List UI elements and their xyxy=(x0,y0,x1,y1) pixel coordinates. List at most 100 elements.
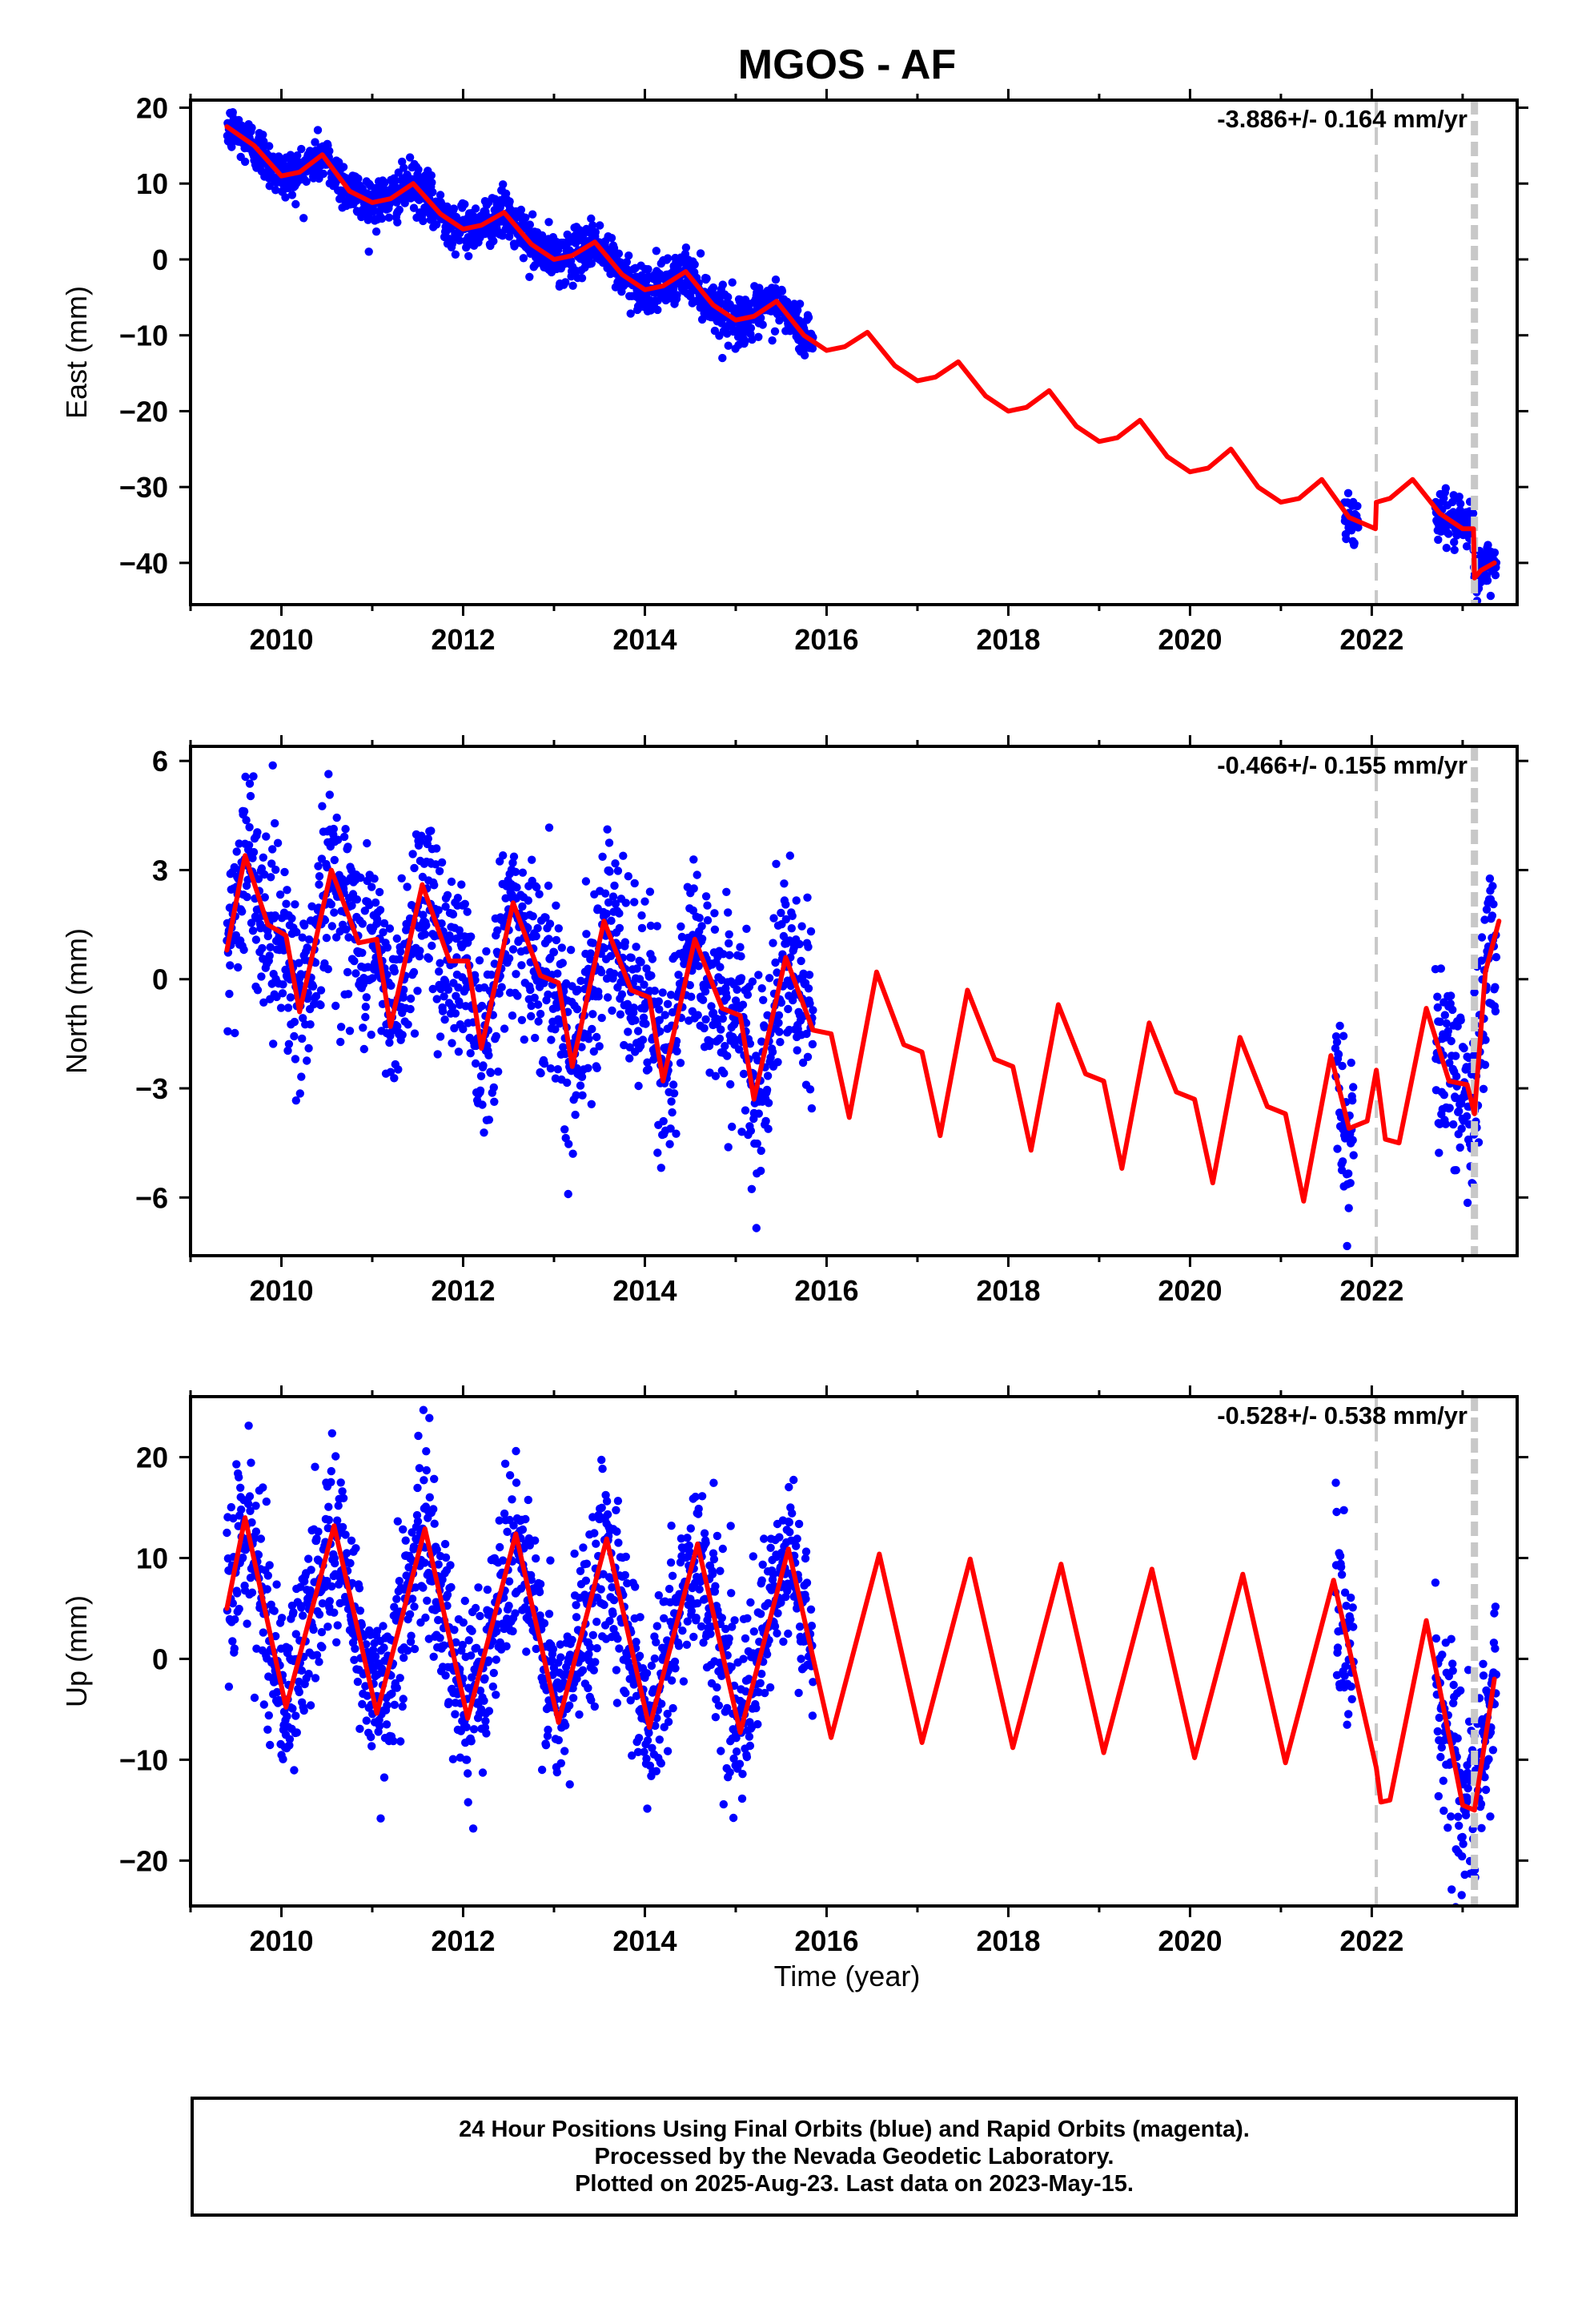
data-point xyxy=(537,1765,547,1775)
data-point xyxy=(469,1725,479,1734)
data-point xyxy=(588,1630,597,1640)
data-point xyxy=(297,144,306,154)
data-point xyxy=(327,1429,336,1438)
data-point xyxy=(769,914,778,923)
data-point xyxy=(709,1478,718,1487)
data-point xyxy=(657,1699,666,1708)
chart-title: MGOS - AF xyxy=(738,42,957,88)
data-point xyxy=(1343,1241,1351,1251)
data-point xyxy=(504,954,514,963)
data-point xyxy=(262,832,271,841)
data-point xyxy=(281,193,290,202)
data-point xyxy=(795,300,805,308)
data-point xyxy=(379,1643,388,1652)
data-point xyxy=(359,1044,368,1054)
data-point xyxy=(757,1146,765,1156)
data-point xyxy=(254,875,263,883)
data-point xyxy=(441,1553,451,1562)
data-point xyxy=(781,900,790,909)
data-point xyxy=(303,943,311,952)
data-point xyxy=(1491,983,1500,991)
data-point xyxy=(422,921,431,930)
data-point xyxy=(603,993,612,1002)
data-point xyxy=(764,1598,773,1608)
data-point xyxy=(292,1728,301,1737)
y-tick-label: 0 xyxy=(152,243,168,276)
data-point xyxy=(753,1055,762,1065)
data-point xyxy=(721,1624,730,1634)
data-point xyxy=(380,178,389,187)
data-point xyxy=(259,131,267,139)
x-tick-label: 2022 xyxy=(1339,1274,1403,1307)
data-point xyxy=(658,988,667,997)
data-point xyxy=(653,305,662,315)
data-point xyxy=(554,924,563,933)
data-point xyxy=(325,790,334,799)
data-point xyxy=(566,946,576,955)
data-point xyxy=(785,1518,793,1527)
data-point xyxy=(410,863,419,873)
data-point xyxy=(701,892,711,901)
data-point xyxy=(715,1034,725,1043)
data-point xyxy=(268,845,277,854)
data-point xyxy=(642,1669,652,1678)
data-point xyxy=(235,1604,243,1614)
data-point xyxy=(663,1636,672,1645)
data-point xyxy=(803,893,812,903)
data-point xyxy=(719,1799,728,1809)
data-point xyxy=(801,1547,811,1556)
data-point xyxy=(369,1646,378,1655)
data-point xyxy=(724,1143,733,1152)
data-point xyxy=(1343,1720,1351,1729)
data-point xyxy=(323,1622,332,1631)
data-point xyxy=(1343,489,1353,497)
data-point xyxy=(395,205,404,215)
data-point xyxy=(314,862,323,870)
data-point xyxy=(489,1668,498,1678)
data-point xyxy=(768,336,777,345)
data-point xyxy=(412,1510,422,1520)
data-point xyxy=(279,980,287,989)
data-point xyxy=(334,1502,343,1510)
data-point xyxy=(1490,548,1500,557)
data-point xyxy=(304,935,314,944)
data-point xyxy=(271,818,279,828)
data-point xyxy=(323,1577,331,1586)
data-point xyxy=(654,997,663,1006)
data-point xyxy=(588,221,597,230)
data-point xyxy=(480,1674,489,1683)
data-point xyxy=(802,1029,811,1039)
data-point xyxy=(597,1013,606,1023)
data-point xyxy=(509,1521,518,1530)
data-point xyxy=(601,1490,610,1500)
data-point xyxy=(1433,992,1442,1001)
data-point xyxy=(307,902,316,911)
data-point xyxy=(571,1110,580,1120)
data-point xyxy=(556,1640,564,1649)
data-point xyxy=(693,1011,702,1019)
data-point xyxy=(1439,1091,1449,1100)
data-point xyxy=(233,1589,242,1598)
data-point xyxy=(1333,1643,1343,1652)
data-point xyxy=(390,1700,399,1709)
data-point xyxy=(273,838,283,847)
data-point xyxy=(689,1632,698,1642)
data-point xyxy=(298,933,307,942)
data-point xyxy=(643,1804,652,1813)
data-point xyxy=(613,1497,623,1506)
x-tick-label: 2018 xyxy=(976,623,1040,656)
data-point xyxy=(1347,1058,1355,1068)
data-point xyxy=(1338,1157,1347,1166)
data-point xyxy=(423,1596,432,1606)
data-point xyxy=(244,841,254,850)
data-point xyxy=(253,828,262,837)
data-point xyxy=(260,870,269,879)
data-point xyxy=(295,1687,303,1697)
data-point xyxy=(626,1696,635,1705)
data-point xyxy=(245,1492,255,1501)
data-point xyxy=(1450,545,1459,554)
data-point xyxy=(518,868,528,877)
data-point xyxy=(410,1029,420,1038)
data-point xyxy=(1450,537,1459,547)
data-point xyxy=(743,991,753,999)
